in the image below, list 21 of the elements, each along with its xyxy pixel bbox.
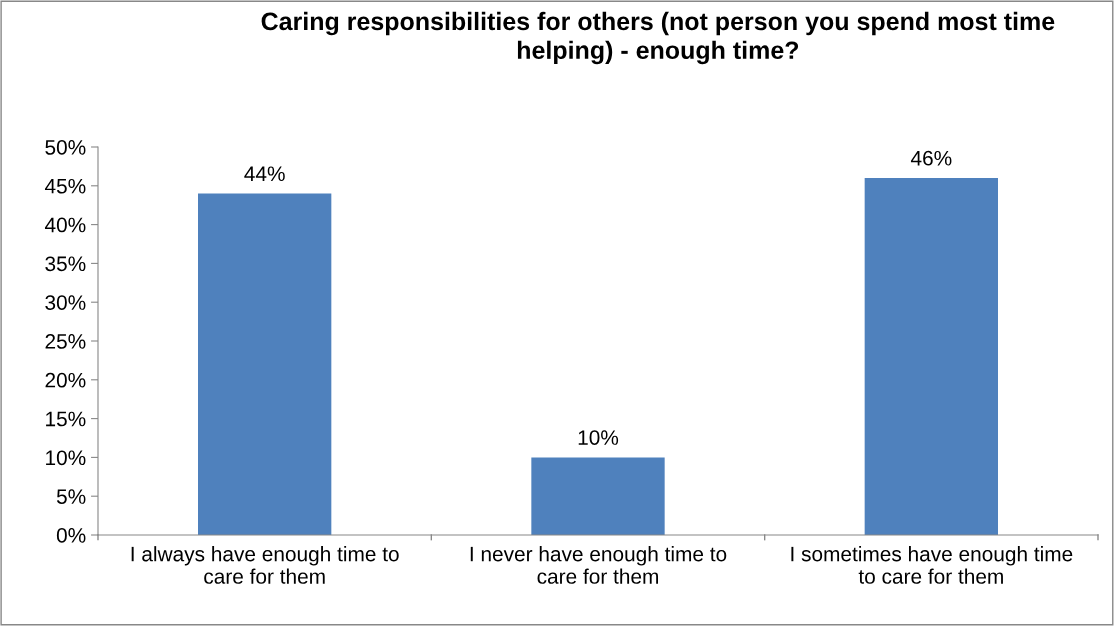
y-tick-label: 35% (45, 256, 86, 272)
data-label: 44% (244, 166, 285, 182)
bar (531, 457, 665, 535)
y-tick-label: 40% (44, 217, 86, 233)
x-tick-label: I never have enough time to care for them (470, 546, 727, 584)
x-tick-label: I sometimes have enough time to care for them (791, 546, 1073, 584)
y-tick-label: 0% (56, 528, 86, 543)
x-tick-label: I always have enough time to care for them (131, 546, 399, 584)
data-label: 10% (578, 430, 619, 445)
data-label: 46% (910, 150, 952, 166)
chart-title: Caring responsibilities for others (not person you spend most time helping) - enough time? (261, 11, 1055, 65)
y-tick-label: 30% (45, 295, 86, 310)
y-tick-label: 15% (46, 411, 86, 427)
y-tick-label: 50% (45, 140, 86, 155)
bar (864, 178, 998, 535)
y-tick-label: 10% (46, 450, 86, 466)
y-tick-label: 45% (44, 178, 86, 194)
y-tick-label: 25% (45, 334, 86, 349)
y-tick-label: 5% (56, 489, 86, 504)
bar (198, 193, 332, 535)
y-tick-label: 20% (45, 372, 86, 388)
